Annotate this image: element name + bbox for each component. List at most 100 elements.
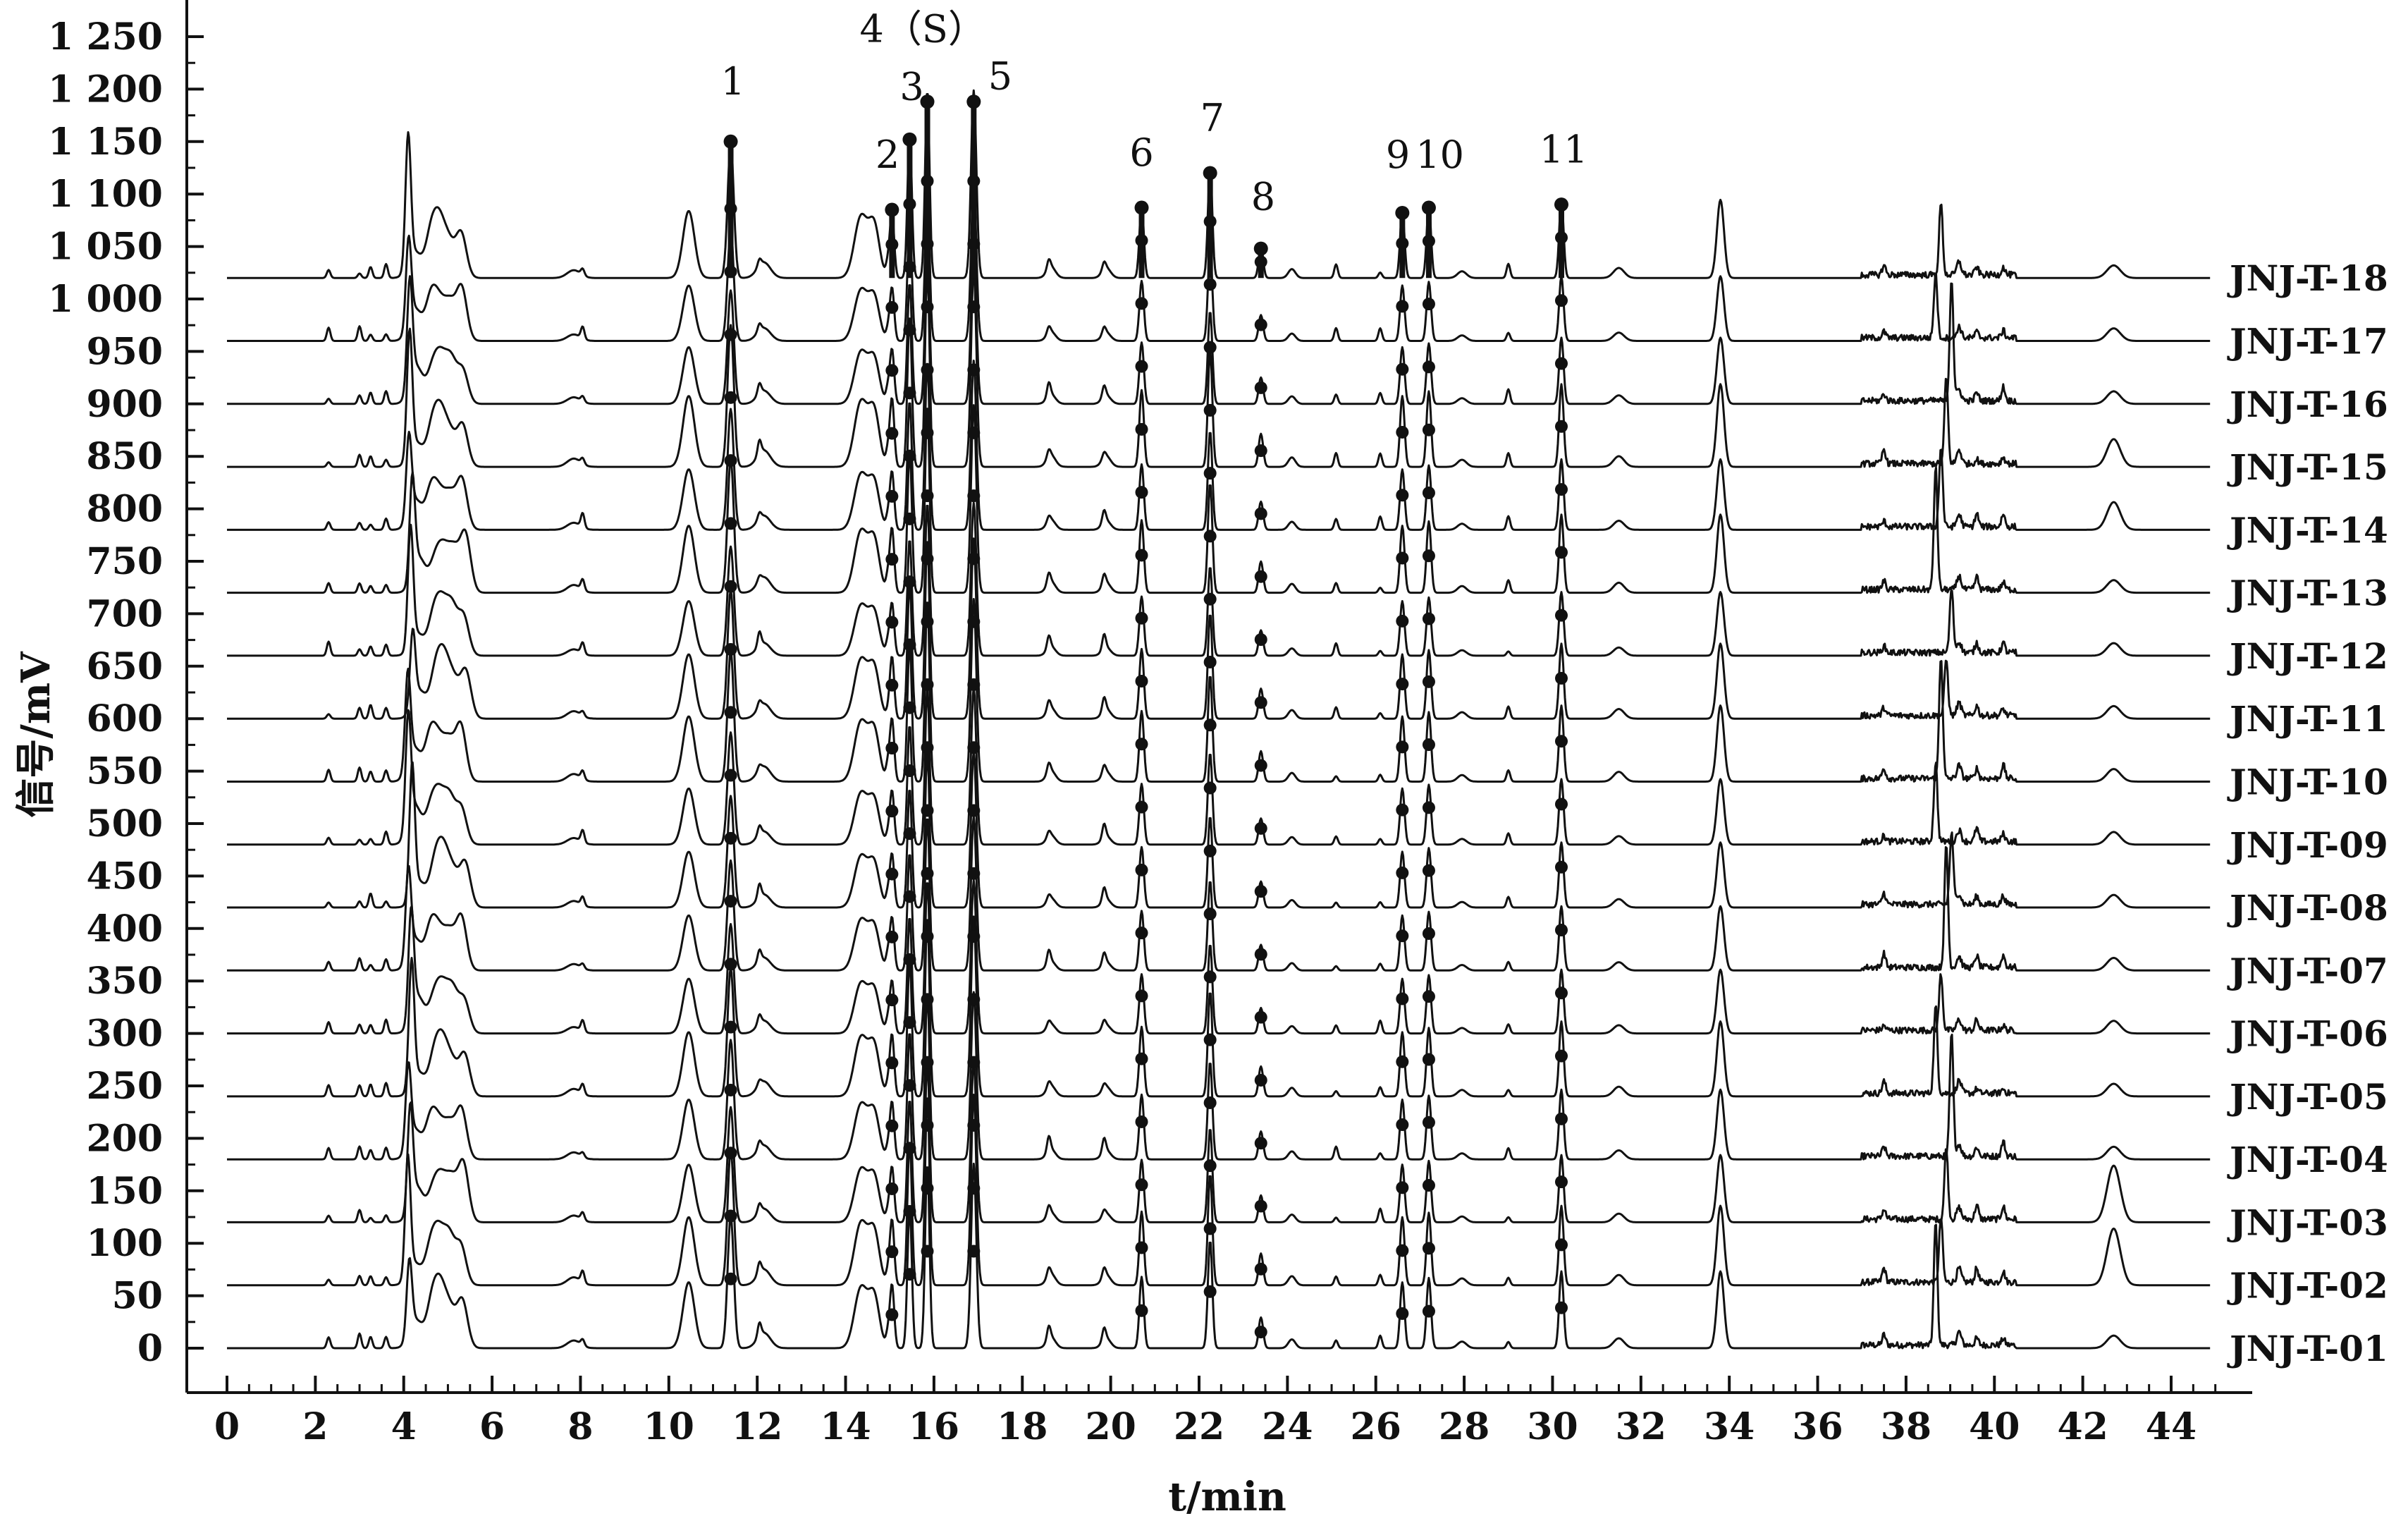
- peak-marker: [724, 642, 737, 656]
- peak-marker: [724, 1272, 737, 1285]
- peak-tip-marker: [723, 134, 738, 149]
- y-tick-label: 400: [86, 907, 163, 950]
- series-label: JNJ-T-10: [2227, 761, 2388, 802]
- peak-marker: [903, 890, 916, 903]
- peak-marker: [967, 552, 981, 566]
- peak-marker: [921, 678, 934, 691]
- peak-marker: [903, 1016, 916, 1029]
- x-tick-label: 24: [1262, 1405, 1313, 1448]
- peak-marker: [1135, 675, 1148, 688]
- peak-marker: [967, 993, 981, 1006]
- peak-marker: [967, 930, 981, 943]
- trace-line: [226, 991, 2211, 1161]
- series-label: JNJ-T-11: [2227, 698, 2388, 740]
- peak-marker: [885, 1245, 899, 1259]
- peak-number-label: 3: [899, 64, 923, 109]
- x-tick-label: 2: [302, 1405, 328, 1448]
- trace-line: [226, 537, 2211, 720]
- peak-marker: [1396, 614, 1409, 628]
- y-tick-label: 600: [86, 697, 163, 740]
- peak-marker: [1254, 318, 1267, 331]
- peak-number-label: 11: [1540, 128, 1588, 172]
- peak-marker: [1422, 801, 1435, 814]
- peak-marker: [885, 427, 899, 440]
- peak-marker: [967, 1056, 981, 1069]
- peak-marker: [1254, 507, 1267, 520]
- x-tick-label: 34: [1704, 1405, 1755, 1448]
- peak-tip-marker: [1134, 200, 1149, 215]
- peak-marker: [967, 867, 981, 880]
- peak-marker: [1554, 986, 1568, 1000]
- trace-line: [226, 1060, 2211, 1223]
- series-label: JNJ-T-12: [2227, 635, 2388, 677]
- trace-line: [226, 89, 2211, 279]
- peak-marker: [724, 580, 737, 593]
- peak-marker: [1422, 298, 1435, 311]
- x-axis-title: t/min: [1168, 1474, 1286, 1516]
- y-tick-label: 950: [86, 330, 163, 373]
- x-tick-label: 10: [644, 1405, 694, 1448]
- series-label: JNJ-T-16: [2227, 384, 2388, 425]
- trace-line: [226, 360, 2211, 531]
- peak-marker: [885, 1056, 899, 1070]
- y-axis-title: 信号/mV: [13, 651, 59, 818]
- peak-marker: [724, 706, 737, 719]
- y-tick-label: 1 100: [48, 173, 163, 216]
- peak-tip-marker: [902, 132, 917, 147]
- x-tick-label: 30: [1527, 1405, 1578, 1448]
- x-tick-label: 28: [1439, 1405, 1489, 1448]
- peak-marker: [1422, 549, 1435, 563]
- peak-marker: [1135, 1052, 1148, 1065]
- peak-marker: [1135, 549, 1148, 562]
- y-tick-label: 50: [112, 1275, 163, 1318]
- peak-marker: [1422, 612, 1435, 625]
- peak-marker: [1396, 929, 1409, 943]
- peak-marker: [1203, 1096, 1217, 1109]
- x-tick-label: 8: [567, 1405, 593, 1448]
- y-tick-label: 450: [86, 855, 163, 898]
- x-tick-label: 18: [997, 1405, 1048, 1448]
- trace-line: [226, 915, 2211, 1098]
- peak-marker: [1422, 675, 1435, 688]
- peak-number-label: 9: [1386, 133, 1410, 177]
- peak-marker: [1396, 300, 1409, 313]
- peak-marker: [1254, 821, 1267, 835]
- peak-marker: [1135, 1178, 1148, 1192]
- x-tick-label: 36: [1792, 1405, 1843, 1448]
- y-tick-label: 800: [86, 488, 163, 531]
- peak-marker: [885, 678, 899, 692]
- peak-marker: [1396, 1118, 1409, 1132]
- peak-number-label: 6: [1129, 130, 1153, 175]
- trace-line: [226, 404, 2211, 594]
- trace-line: [226, 879, 2211, 1035]
- peak-tip-marker: [1203, 166, 1217, 181]
- peak-number-label: 2: [876, 133, 899, 177]
- peak-marker: [1254, 633, 1267, 647]
- peak-marker: [1554, 860, 1568, 874]
- series-label: JNJ-T-07: [2227, 950, 2388, 991]
- x-tick-label: 32: [1616, 1405, 1666, 1448]
- peak-marker: [885, 805, 899, 818]
- peak-marker: [903, 953, 916, 966]
- peak-marker: [1554, 671, 1568, 685]
- peak-marker: [921, 1056, 934, 1069]
- y-tick-label: 850: [86, 435, 163, 478]
- peak-marker: [921, 426, 934, 439]
- peak-marker: [1422, 1179, 1435, 1192]
- peak-marker: [885, 1182, 899, 1195]
- peak-marker: [967, 363, 981, 377]
- peak-marker: [885, 867, 899, 881]
- peak-marker: [967, 300, 981, 314]
- peak-marker: [921, 300, 934, 314]
- peak-marker: [1422, 423, 1435, 436]
- peak-marker: [1396, 803, 1409, 817]
- peak-marker: [1554, 924, 1568, 937]
- series-label: JNJ-T-03: [2227, 1202, 2388, 1243]
- peak-marker: [903, 449, 916, 463]
- peak-marker: [1254, 696, 1267, 709]
- peak-marker: [921, 804, 934, 817]
- peak-marker: [724, 1083, 737, 1096]
- peak-marker: [885, 553, 899, 566]
- x-tick-label: 6: [479, 1405, 505, 1448]
- peak-tip-marker: [1253, 241, 1268, 256]
